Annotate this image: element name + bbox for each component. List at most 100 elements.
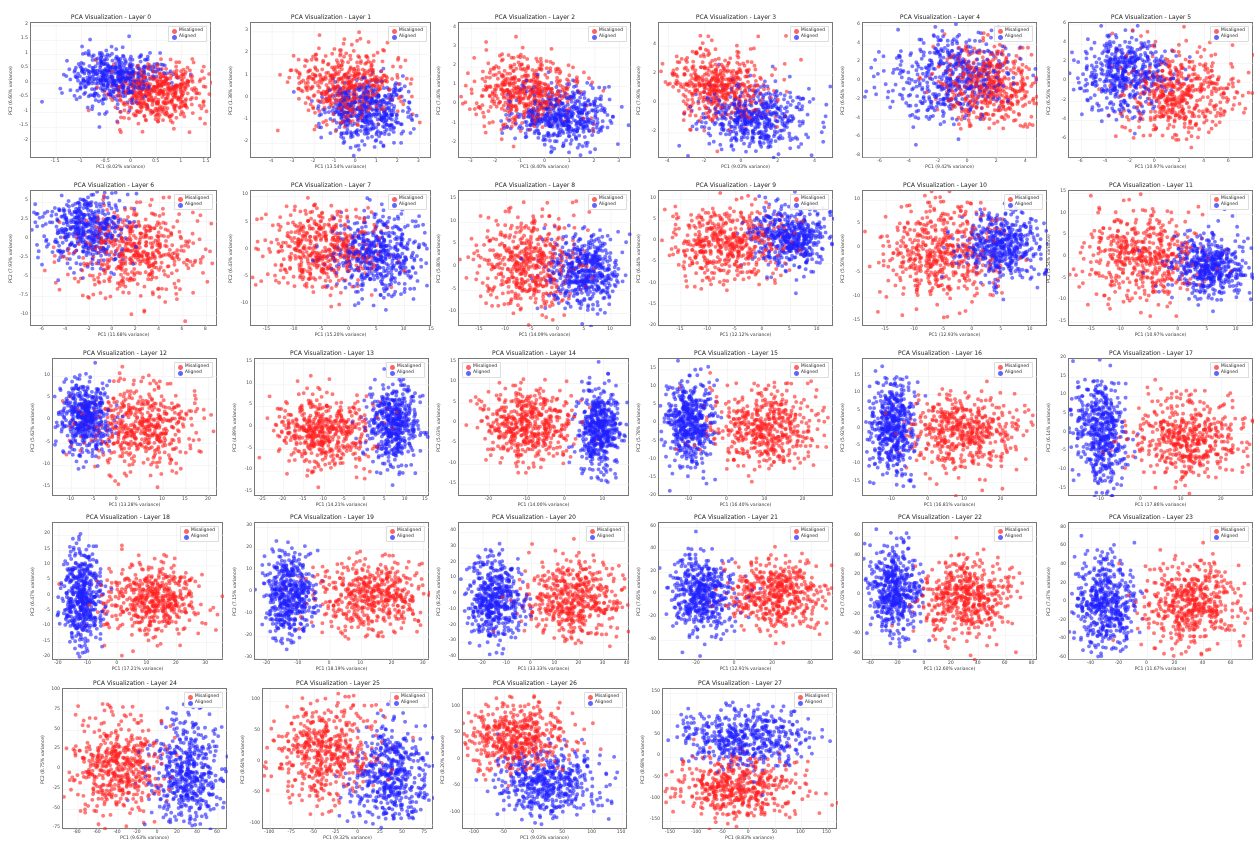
legend-item-misaligned: Misaligned xyxy=(389,528,421,534)
x-tick-label: -15 xyxy=(1086,327,1096,332)
legend-item-aligned: Aligned xyxy=(177,370,209,376)
x-tick-label: 10 xyxy=(141,661,151,666)
panel-title: PCA Visualization - Layer 8 xyxy=(436,182,634,189)
y-axis-label: PC2 (1.38% variance) xyxy=(229,66,234,115)
x-tick-label: -2 xyxy=(83,327,93,332)
legend-label: Aligned xyxy=(599,34,616,40)
y-tick-label: 10 xyxy=(436,219,456,224)
x-tick-label: 60 xyxy=(1000,661,1010,666)
legend-item-aligned: Aligned xyxy=(997,34,1029,40)
y-tick-label: 10 xyxy=(1046,392,1066,397)
x-tick-label: -5 xyxy=(526,327,536,332)
x-tick-label: 5 xyxy=(1202,327,1212,332)
y-tick-label: 0 xyxy=(30,417,50,422)
x-tick-label: 10 xyxy=(399,327,409,332)
y-axis-label: PC2 (8.64% variance) xyxy=(241,735,246,784)
y-tick-label: -5 xyxy=(840,443,861,448)
pca-panel-layer-13: PCA Visualization - Layer 13 Misaligned Al… xyxy=(232,350,432,512)
legend-label: Aligned xyxy=(1005,534,1022,540)
y-tick-label: 10 xyxy=(232,381,252,386)
x-tick-label: -50 xyxy=(717,830,727,835)
x-tick-label: -2 xyxy=(308,159,318,164)
pca-panel-layer-1: PCA Visualization - Layer 1 Misaligned Ali… xyxy=(228,14,434,174)
legend-item-misaligned: Misaligned xyxy=(177,364,209,370)
y-tick-label: -40 xyxy=(1046,636,1066,641)
x-tick-label: -5 xyxy=(730,327,740,332)
x-tick-label: 0 xyxy=(111,497,121,502)
x-tick-label: -10 xyxy=(702,327,712,332)
y-tick-label: 10 xyxy=(636,196,656,201)
scatter-points xyxy=(459,23,632,159)
legend-label: Aligned xyxy=(1221,370,1238,376)
y-tick-label: 0 xyxy=(636,238,656,243)
y-axis-label: PC2 (8.25% variance) xyxy=(437,567,442,616)
legend-item-aligned: Aligned xyxy=(177,202,209,208)
scatter-points xyxy=(659,359,834,497)
x-tick-label: 15 xyxy=(420,497,430,502)
y-tick-label: -75 xyxy=(40,825,60,830)
y-tick-label: -2 xyxy=(840,97,861,102)
y-tick-label: -15 xyxy=(840,479,860,484)
x-tick-label: -40 xyxy=(1085,661,1095,666)
legend-item-aligned: Aligned xyxy=(591,34,623,40)
y-tick-label: 100 xyxy=(240,697,260,702)
y-tick-label: -20 xyxy=(840,612,860,617)
x-tick-label: 5 xyxy=(134,497,144,502)
misaligned-marker-icon xyxy=(391,28,397,34)
y-axis-label: PC2 (6.50% variance) xyxy=(1047,66,1052,115)
y-tick-label: -10 xyxy=(1046,467,1066,472)
y-axis-label: PC2 (7.93% variance) xyxy=(9,234,14,283)
y-tick-label: 5 xyxy=(840,408,860,413)
legend-label: Aligned xyxy=(1221,534,1238,540)
x-tick-label: -40 xyxy=(112,830,122,835)
pca-panel-layer-21: PCA Visualization - Layer 21 Misaligned Al… xyxy=(636,514,836,676)
x-tick-label: 60 xyxy=(1226,661,1236,666)
y-tick-label: 60 xyxy=(1046,543,1066,548)
legend-label: Misaligned xyxy=(473,364,497,370)
x-tick-label: -100 xyxy=(264,830,274,835)
scatter-points xyxy=(251,23,432,159)
x-tick-label: -10 xyxy=(501,661,511,666)
x-tick-label: 0 xyxy=(324,661,334,666)
plot-area: Misaligned Aligned xyxy=(1068,22,1254,159)
y-axis-label: PC2 (6.43% variance) xyxy=(229,234,234,283)
y-tick-label: 0 xyxy=(228,95,248,100)
pca-panel-layer-16: PCA Visualization - Layer 16 Misaligned Al… xyxy=(840,350,1040,512)
y-tick-label: -100 xyxy=(440,810,460,815)
aligned-marker-icon xyxy=(389,534,395,540)
legend-item-misaligned: Misaligned xyxy=(1007,196,1039,202)
x-tick-label: 20 xyxy=(171,661,181,666)
plot-area: Misaligned Aligned xyxy=(250,190,432,327)
misaligned-marker-icon xyxy=(393,694,399,700)
plot-area: Misaligned Aligned xyxy=(862,190,1048,327)
aligned-marker-icon xyxy=(1213,202,1219,208)
aligned-marker-icon xyxy=(793,534,799,540)
x-tick-label: 50 xyxy=(397,830,407,835)
y-tick-label: 20 xyxy=(840,572,860,577)
x-tick-label: 0 xyxy=(962,159,972,164)
legend-item-aligned: Aligned xyxy=(183,534,215,540)
x-axis-label: PC1 (18.19% variance) xyxy=(254,667,429,672)
y-tick-label: -10 xyxy=(436,309,456,314)
panel-title: PCA Visualization - Layer 16 xyxy=(840,350,1040,357)
aligned-marker-icon xyxy=(797,700,803,706)
scatter-points xyxy=(459,359,630,497)
y-tick-label: 1 xyxy=(8,51,28,56)
x-tick-label: 0 xyxy=(1135,497,1145,502)
y-tick-label: 0 xyxy=(840,78,860,83)
legend-label: Aligned xyxy=(801,34,818,40)
y-tick-label: 40 xyxy=(840,553,860,558)
x-tick-label: -150 xyxy=(665,830,675,835)
y-axis-label: PC2 (5.54% variance) xyxy=(1047,234,1052,283)
pca-panel-layer-15: PCA Visualization - Layer 15 Misaligned Al… xyxy=(636,350,836,512)
misaligned-marker-icon xyxy=(391,196,397,202)
y-tick-label: 10 xyxy=(636,384,656,389)
x-axis-label: PC1 (11.68% variance) xyxy=(30,333,217,338)
legend-item-misaligned: Misaligned xyxy=(183,528,215,534)
legend-label: Misaligned xyxy=(195,694,219,700)
scatter-points xyxy=(31,23,212,159)
misaligned-marker-icon xyxy=(1213,364,1219,370)
legend-label: Misaligned xyxy=(399,196,423,202)
aligned-marker-icon xyxy=(389,370,395,376)
y-tick-label: 2.5 xyxy=(8,217,28,222)
